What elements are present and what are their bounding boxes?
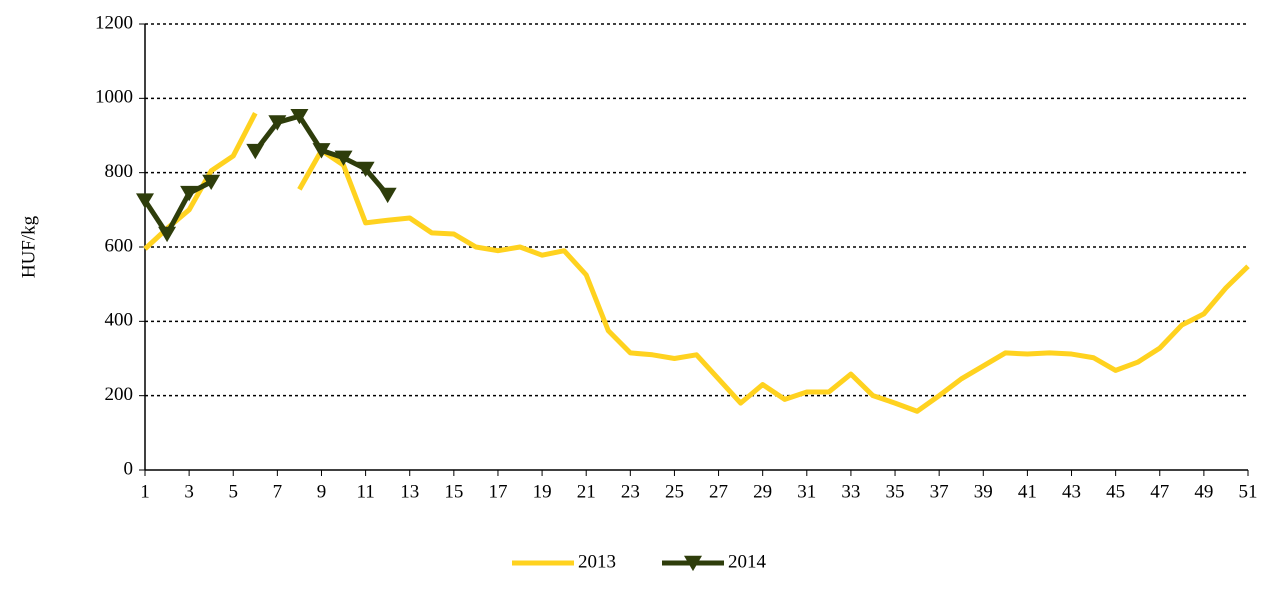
- series-marker: [312, 143, 331, 159]
- x-tick-label: 13: [400, 481, 419, 502]
- x-tick-label: 41: [1018, 481, 1037, 502]
- x-tick-label: 19: [533, 481, 552, 502]
- x-tick-label: 27: [709, 481, 728, 502]
- x-tick-label: 33: [841, 481, 860, 502]
- x-tick-label: 5: [228, 481, 238, 502]
- series-marker: [180, 185, 199, 202]
- x-tick-label: 47: [1150, 481, 1169, 502]
- x-tick-label: 39: [974, 481, 993, 502]
- x-tick-label: 29: [753, 481, 772, 502]
- series-marker: [158, 226, 177, 243]
- x-tick-label: 11: [356, 481, 374, 502]
- series-marker: [356, 161, 375, 178]
- series-marker: [290, 108, 309, 125]
- x-tick-label: 9: [317, 481, 327, 502]
- y-tick-label: 600: [105, 235, 134, 256]
- series-marker: [202, 174, 221, 191]
- y-tick-label: 1200: [95, 12, 133, 33]
- y-axis-label: HUF/kg: [18, 215, 39, 278]
- x-tick-label: 43: [1062, 481, 1081, 502]
- legend-label: 2014: [728, 551, 767, 572]
- series-marker: [136, 193, 154, 209]
- x-tick-label: 45: [1106, 481, 1125, 502]
- legend-marker: [684, 555, 702, 572]
- x-tick-label: 15: [444, 481, 463, 502]
- x-tick-label: 17: [488, 481, 507, 502]
- y-tick-label: 0: [124, 458, 134, 479]
- series-marker: [268, 115, 287, 131]
- series-marker: [246, 143, 265, 160]
- x-tick-label: 3: [184, 481, 194, 502]
- x-tick-label: 23: [621, 481, 640, 502]
- series-marker: [334, 150, 353, 166]
- x-tick-label: 1: [140, 481, 150, 502]
- series-marker: [378, 187, 397, 204]
- x-tick-label: 35: [886, 481, 905, 502]
- x-tick-label: 21: [577, 481, 596, 502]
- x-tick-label: 51: [1239, 481, 1258, 502]
- series-line: [143, 112, 1250, 414]
- y-tick-label: 400: [105, 310, 134, 331]
- legend-label: 2013: [578, 551, 616, 572]
- x-tick-label: 49: [1194, 481, 1213, 502]
- x-tick-label: 31: [797, 481, 816, 502]
- x-tick-label: 25: [665, 481, 684, 502]
- y-tick-label: 1000: [95, 87, 133, 108]
- y-tick-label: 800: [105, 161, 134, 182]
- x-tick-label: 7: [273, 481, 283, 502]
- y-tick-label: 200: [105, 384, 134, 405]
- x-tick-label: 37: [930, 481, 949, 502]
